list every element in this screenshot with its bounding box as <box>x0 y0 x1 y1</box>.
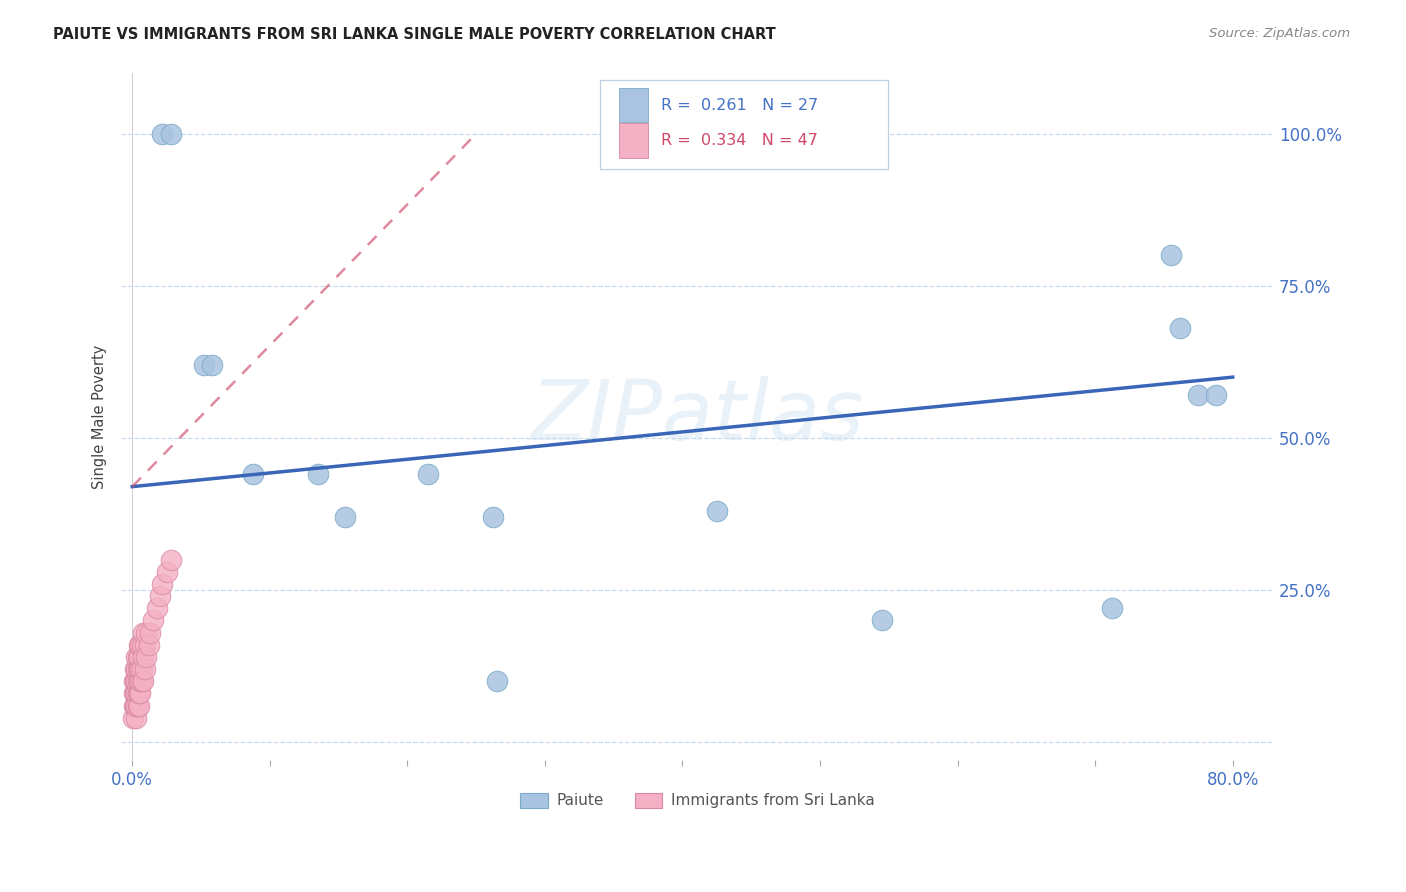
Point <box>156 565 179 579</box>
Text: R =  0.334   N = 47: R = 0.334 N = 47 <box>661 133 817 148</box>
Text: Source: ZipAtlas.com: Source: ZipAtlas.com <box>1209 27 1350 40</box>
Point <box>124 674 146 689</box>
Point <box>416 467 439 482</box>
Point <box>132 674 155 689</box>
Point <box>132 625 155 640</box>
Point <box>201 358 224 372</box>
Point <box>135 650 157 665</box>
Point <box>125 662 148 676</box>
Point <box>242 467 264 482</box>
Point <box>125 711 148 725</box>
Point <box>131 638 153 652</box>
Point <box>129 674 152 689</box>
Point <box>135 625 157 640</box>
Text: R =  0.261   N = 27: R = 0.261 N = 27 <box>661 98 818 112</box>
Text: ZIPatlas: ZIPatlas <box>530 376 865 458</box>
Point <box>127 686 149 700</box>
Point <box>125 686 148 700</box>
Point <box>124 698 146 713</box>
Point <box>142 614 165 628</box>
Point <box>149 589 172 603</box>
Point <box>128 698 150 713</box>
Point <box>146 601 169 615</box>
Point <box>125 674 148 689</box>
Point <box>128 674 150 689</box>
Point <box>127 698 149 713</box>
Point <box>125 698 148 713</box>
Point <box>159 552 181 566</box>
Point <box>129 638 152 652</box>
Point <box>139 625 162 640</box>
Point <box>131 674 153 689</box>
Point <box>481 510 503 524</box>
Point <box>122 686 145 700</box>
Point <box>1101 601 1123 615</box>
Point <box>1187 388 1209 402</box>
FancyBboxPatch shape <box>599 80 887 169</box>
Point <box>706 504 728 518</box>
Point <box>134 638 156 652</box>
Bar <box>619 88 648 122</box>
Point <box>124 662 146 676</box>
Point <box>128 638 150 652</box>
Point <box>127 674 149 689</box>
Text: PAIUTE VS IMMIGRANTS FROM SRI LANKA SINGLE MALE POVERTY CORRELATION CHART: PAIUTE VS IMMIGRANTS FROM SRI LANKA SING… <box>53 27 776 42</box>
Point <box>1160 248 1182 262</box>
Point <box>129 686 152 700</box>
Point <box>193 358 215 372</box>
Point <box>128 686 150 700</box>
Point <box>128 650 150 665</box>
Point <box>485 674 508 689</box>
Point <box>127 662 149 676</box>
Point <box>138 638 160 652</box>
Legend: Paiute, Immigrants from Sri Lanka: Paiute, Immigrants from Sri Lanka <box>515 787 882 814</box>
Point <box>129 662 152 676</box>
Point <box>152 577 174 591</box>
Point <box>131 662 153 676</box>
Point <box>122 698 145 713</box>
Point <box>1205 388 1227 402</box>
Point <box>128 662 150 676</box>
Point <box>127 650 149 665</box>
Point <box>122 711 145 725</box>
Point <box>134 662 156 676</box>
Point <box>159 127 181 141</box>
Y-axis label: Single Male Poverty: Single Male Poverty <box>93 344 107 489</box>
Point <box>132 650 155 665</box>
Point <box>124 686 146 700</box>
Point <box>125 650 148 665</box>
Point <box>1170 321 1192 335</box>
Bar <box>619 123 648 158</box>
Point <box>335 510 357 524</box>
Point <box>870 614 893 628</box>
Point <box>124 674 146 689</box>
Point <box>152 127 174 141</box>
Point <box>307 467 329 482</box>
